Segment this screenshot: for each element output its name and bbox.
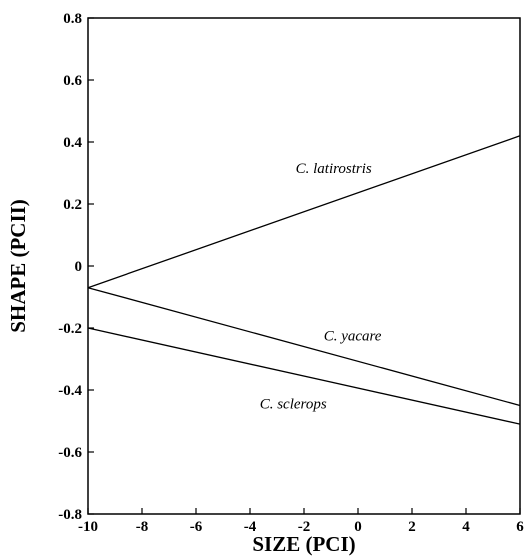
series-label-2: C. yacare (324, 328, 382, 344)
series-label-3: C. sclerops (260, 397, 327, 413)
x-tick-label: -4 (244, 519, 257, 535)
x-tick-label: 2 (408, 519, 416, 535)
y-tick-label: -0.6 (58, 445, 82, 461)
series-line-1 (87, 135, 521, 289)
y-tick-label: -0.4 (58, 383, 82, 399)
x-axis-title: SIZE (PCI) (252, 532, 355, 556)
y-tick-label: -0.2 (58, 321, 82, 337)
y-tick-label: 0.8 (63, 11, 82, 27)
series-labels: C. latirostris C. yacare C. sclerops (260, 161, 382, 413)
plot-frame (87, 17, 521, 515)
y-axis-title: SHAPE (PCII) (6, 199, 30, 333)
x-tick-label: -6 (190, 519, 203, 535)
y-tick-label: 0.2 (63, 197, 82, 213)
series-label-1: C. latirostris (296, 161, 372, 177)
x-axis: -10 -8 -6 -4 -2 0 2 4 6 (78, 508, 524, 535)
y-tick-label: 0.4 (63, 135, 82, 151)
x-tick-label: 0 (354, 519, 362, 535)
x-tick-label: -2 (298, 519, 311, 535)
y-tick-label: 0.6 (63, 73, 82, 89)
series-line-3 (87, 327, 521, 425)
series-line-2 (87, 287, 521, 407)
series-lines (87, 135, 521, 425)
x-tick-label: -10 (78, 519, 98, 535)
y-tick-label: -0.8 (58, 507, 82, 523)
y-tick-label: 0 (75, 259, 83, 275)
x-tick-label: 6 (516, 519, 524, 535)
y-axis: -0.8 -0.6 -0.4 -0.2 0 0.2 0.4 0.6 0.8 (58, 11, 94, 523)
x-tick-label: -8 (136, 519, 149, 535)
x-tick-label: 4 (462, 519, 470, 535)
